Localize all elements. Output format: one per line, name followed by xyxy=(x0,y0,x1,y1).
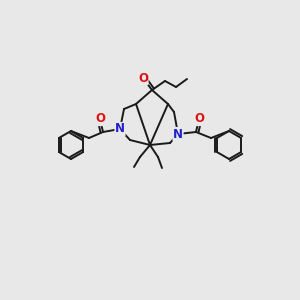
Text: O: O xyxy=(194,112,204,125)
Text: N: N xyxy=(115,122,125,136)
Text: N: N xyxy=(173,128,183,140)
Text: O: O xyxy=(95,112,105,125)
Text: O: O xyxy=(138,71,148,85)
